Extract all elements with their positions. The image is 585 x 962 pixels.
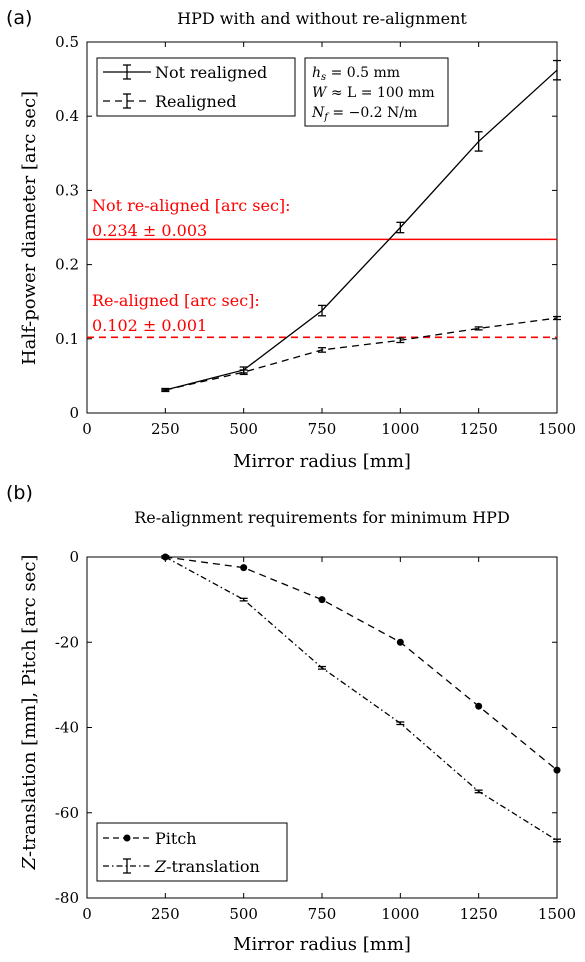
ref-label-not-realigned-value: 0.234 ± 0.003 bbox=[92, 221, 207, 240]
panel-b-x-axis-label: Mirror radius [mm] bbox=[233, 934, 411, 955]
panel-a-errorbar-realigned bbox=[553, 315, 561, 321]
panel-a-parameter-box: hs = 0.5 mm W ≈ L = 100 mm Nf = −0.2 N/m bbox=[304, 57, 449, 127]
panel-b-series-line-z-translation bbox=[165, 556, 558, 842]
panel-a-x-tick-label: 500 bbox=[229, 420, 258, 438]
panel-a-errorbar-not-realigned bbox=[553, 59, 561, 81]
panel-a-errorbar-realigned bbox=[239, 369, 248, 376]
panel-a-title: HPD with and without re-alignment bbox=[177, 9, 467, 28]
panel-a-x-tick-label: 1250 bbox=[460, 420, 498, 438]
panel-a-legend: Not realigned Realigned bbox=[96, 57, 296, 117]
panel-b-errorbar-z-translation bbox=[239, 597, 248, 602]
panel-a-errorbar-not-realigned bbox=[474, 131, 483, 152]
panel-a-x-tick-label: 250 bbox=[151, 420, 180, 438]
panel-a-x-ticks: 0 250 500 750 1000 1250 1500 bbox=[82, 42, 576, 438]
panel-a-errorbar-realigned bbox=[474, 326, 483, 331]
parameter-w: W ≈ L = 100 mm bbox=[312, 85, 435, 101]
panel-a-legend-box bbox=[96, 57, 296, 117]
panel-b-x-tick-label: 1250 bbox=[460, 905, 498, 923]
panel-b-legend: Pitch Z-translation bbox=[96, 822, 288, 882]
legend-swatch-pitch bbox=[103, 834, 151, 842]
panel-a-y-ticks: 0 0.1 0.2 0.3 0.4 0.5 bbox=[55, 33, 557, 422]
panel-b-y-tick-label: -60 bbox=[55, 804, 79, 822]
panel-a-x-tick-label: 1500 bbox=[538, 420, 576, 438]
panel-b-y-tick-label: -20 bbox=[55, 633, 79, 651]
panel-a-errorbar-realigned bbox=[318, 347, 326, 353]
panel-a-errorbar-realigned bbox=[161, 388, 170, 392]
panel-b-data-point-pitch bbox=[240, 564, 248, 572]
panel-b-errorbar-z-translation bbox=[396, 721, 405, 726]
panel-b-label: (b) bbox=[6, 482, 33, 504]
panel-b-x-tick-label: 750 bbox=[308, 905, 337, 923]
panel-b-x-tick-label: 0 bbox=[82, 905, 92, 923]
legend-label-realigned: Realigned bbox=[155, 92, 237, 111]
panel-b-y-tick-label: -40 bbox=[55, 719, 79, 737]
panel-b-legend-box bbox=[96, 822, 288, 882]
legend-swatch-realigned bbox=[103, 93, 151, 109]
panel-a-errorbar-not-realigned bbox=[318, 304, 326, 317]
panel-b-data-point-pitch bbox=[475, 702, 483, 710]
panel-a-errorbar-not-realigned bbox=[396, 221, 405, 234]
legend-label-not-realigned: Not realigned bbox=[155, 63, 267, 82]
parameter-nf: Nf = −0.2 N/m bbox=[311, 105, 417, 123]
panel-a-x-tick-label: 0 bbox=[82, 420, 92, 438]
panel-b-y-ticks: -80 -60 -40 -20 0 bbox=[55, 548, 557, 907]
legend-swatch-not-realigned bbox=[103, 64, 151, 80]
panel-a-errorbar-realigned bbox=[396, 337, 405, 344]
panel-b-errorbar-z-translation bbox=[474, 789, 483, 794]
panel-a-x-axis-label: Mirror radius [mm] bbox=[233, 451, 411, 472]
ref-label-realigned-value: 0.102 ± 0.001 bbox=[92, 316, 207, 335]
panel-a-y-tick-label: 0.1 bbox=[55, 330, 79, 348]
panel-b: (b) Re-alignment requirements for minimu… bbox=[6, 482, 576, 955]
panel-a-x-tick-label: 750 bbox=[308, 420, 337, 438]
legend-swatch-z-translation bbox=[103, 858, 151, 874]
panel-b-y-tick-label: 0 bbox=[69, 548, 79, 566]
ref-label-realigned-title: Re-aligned [arc sec]: bbox=[92, 291, 260, 310]
panel-a-y-axis-label: Half-power diameter [arc sec] bbox=[19, 91, 40, 365]
panel-b-x-ticks: 0 250 500 750 1000 1250 1500 bbox=[82, 557, 576, 923]
legend-label-pitch: Pitch bbox=[155, 829, 197, 848]
panel-b-y-axis-label: Z-translation [mm], Pitch [arc sec] bbox=[19, 555, 40, 871]
parameter-box-frame bbox=[304, 57, 449, 127]
panel-b-y-tick-label: -80 bbox=[55, 889, 79, 907]
panel-b-title: Re-alignment requirements for minimum HP… bbox=[134, 508, 510, 527]
panel-b-x-tick-label: 1500 bbox=[538, 905, 576, 923]
panel-a: (a) HPD with and without re-alignment 0 2… bbox=[6, 7, 576, 472]
panel-a-y-tick-label: 0.2 bbox=[55, 256, 79, 274]
panel-b-data-point-pitch bbox=[553, 766, 561, 774]
panel-b-errorbar-z-translation bbox=[318, 665, 326, 670]
ref-label-not-realigned-title: Not re-aligned [arc sec]: bbox=[92, 196, 291, 215]
panel-a-x-tick-label: 1000 bbox=[381, 420, 419, 438]
legend-label-z-translation: Z-translation bbox=[154, 857, 260, 876]
panel-a-y-tick-label: 0.4 bbox=[55, 107, 79, 125]
panel-b-data-point-pitch bbox=[396, 638, 404, 646]
panel-b-series-line-pitch bbox=[165, 556, 558, 771]
panel-b-data-point-pitch bbox=[318, 596, 326, 604]
panel-a-y-tick-label: 0.3 bbox=[55, 181, 79, 199]
panel-b-x-tick-label: 1000 bbox=[381, 905, 419, 923]
panel-b-x-tick-label: 500 bbox=[229, 905, 258, 923]
parameter-hs: hs = 0.5 mm bbox=[312, 65, 400, 83]
panel-a-label: (a) bbox=[6, 7, 32, 29]
panel-a-series-line-realigned bbox=[165, 317, 558, 391]
panel-a-y-tick-label: 0 bbox=[69, 404, 79, 422]
panel-a-series-line-not-realigned bbox=[165, 69, 558, 391]
panel-a-y-tick-label: 0.5 bbox=[55, 33, 79, 51]
panel-b-x-tick-label: 250 bbox=[151, 905, 180, 923]
panel-b-errorbar-z-translation bbox=[553, 838, 561, 843]
